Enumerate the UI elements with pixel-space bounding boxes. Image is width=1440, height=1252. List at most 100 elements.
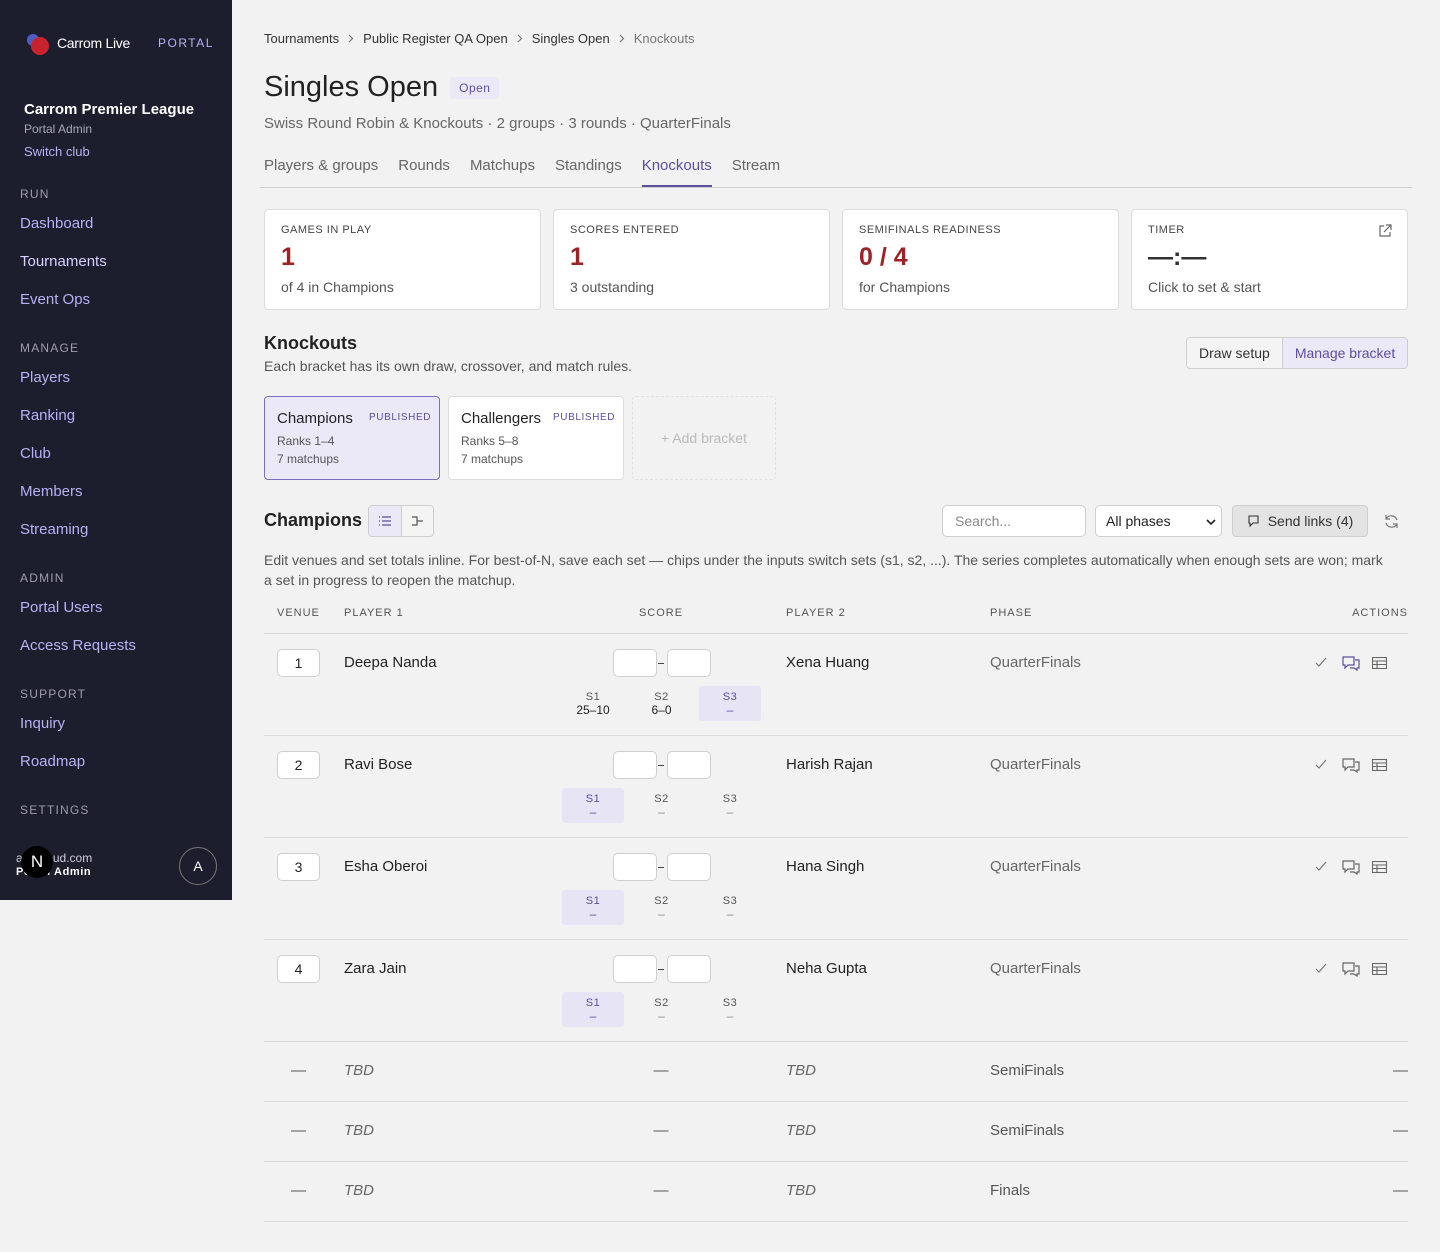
nav-item[interactable]: Ranking (20, 407, 76, 424)
add-bracket[interactable]: + Add bracket (632, 396, 776, 480)
table-icon[interactable] (1372, 759, 1387, 771)
switch-club[interactable]: Switch club (24, 144, 90, 159)
score: — (653, 1062, 669, 1079)
venue-input[interactable]: 2 (277, 751, 320, 779)
set-score: – (726, 804, 734, 819)
score-input[interactable] (667, 751, 711, 779)
player-2: TBD (786, 1182, 816, 1199)
score-input[interactable] (613, 955, 657, 983)
table-header: ACTIONS (1352, 607, 1408, 619)
sidebar: Carrom Live PORTAL Carrom Premier League Po… (0, 0, 232, 900)
tab[interactable]: Standings (554, 157, 622, 174)
nav-item[interactable]: Streaming (20, 521, 89, 538)
set-chip[interactable]: S3– (699, 890, 761, 925)
score-input[interactable] (667, 649, 711, 677)
phase-select[interactable]: All phases (1095, 505, 1222, 537)
nav-item[interactable]: Dashboard (20, 215, 94, 232)
set-score: – (726, 1008, 734, 1023)
tab[interactable]: Stream (731, 157, 781, 174)
actions: — (1393, 1062, 1408, 1079)
venue-input[interactable]: 4 (277, 955, 320, 983)
set-chip[interactable]: S1– (562, 890, 624, 925)
message-icon[interactable] (1342, 859, 1361, 876)
row-divider (264, 1041, 1408, 1042)
confirm-icon[interactable] (1315, 759, 1327, 770)
nav-item[interactable]: Players (20, 369, 71, 386)
breadcrumb-item[interactable]: Singles Open (531, 31, 610, 46)
set-chip[interactable]: S2– (631, 890, 693, 925)
main: Tournaments Public Register QA Open Single… (232, 0, 1440, 1252)
stat-card[interactable]: TIMER —:— Click to set & start (1131, 209, 1408, 310)
bracket-card[interactable]: Champions PUBLISHED Ranks 1–4 7 matchups (264, 396, 440, 480)
set-chip[interactable]: S3– (699, 992, 761, 1027)
message-icon[interactable] (1342, 961, 1361, 978)
bracket-card[interactable]: Challengers PUBLISHED Ranks 5–8 7 matchups (448, 396, 624, 480)
breadcrumb-separator (348, 34, 354, 43)
nav-item[interactable]: Portal Users (20, 599, 103, 616)
tab[interactable]: Players & groups (264, 157, 379, 174)
tab[interactable]: Rounds (398, 157, 450, 174)
nav-section-title: ADMIN (20, 571, 65, 585)
page-header: Singles Open Open (264, 71, 500, 104)
refresh-icon[interactable] (1384, 514, 1399, 529)
set-chip[interactable]: S1 25–10 (562, 686, 624, 721)
set-chip[interactable]: S2– (631, 992, 693, 1027)
toolbar-button[interactable]: Draw setup (1187, 338, 1282, 368)
confirm-icon[interactable] (1315, 657, 1327, 668)
score: — (653, 1122, 669, 1139)
portal-label: PORTAL (158, 36, 214, 50)
bracket-view-button[interactable] (401, 506, 433, 536)
avatar[interactable]: A (179, 847, 217, 885)
nav-item[interactable]: Members (20, 483, 83, 500)
set-score: 25–10 (576, 702, 610, 717)
set-label: S1 (585, 690, 601, 703)
bracket-view-title: Champions (264, 510, 363, 530)
table-icon[interactable] (1372, 963, 1387, 975)
breadcrumb-item[interactable]: Tournaments (264, 31, 340, 46)
row-divider (264, 939, 1408, 940)
stat-sub: 3 outstanding (570, 279, 655, 295)
nav-item[interactable]: Roadmap (20, 753, 86, 770)
set-chip[interactable]: S1– (562, 788, 624, 823)
bracket-name: Challengers (461, 410, 542, 427)
score-input[interactable] (613, 649, 657, 677)
set-label: S2 (654, 690, 669, 703)
venue-input[interactable]: 3 (277, 853, 320, 881)
message-icon[interactable] (1342, 655, 1361, 672)
nav-item[interactable]: Club (20, 445, 51, 462)
nav-item[interactable]: Event Ops (20, 291, 91, 308)
send-links-button[interactable]: Send links (4) (1232, 505, 1368, 537)
breadcrumb-item[interactable]: Public Register QA Open (363, 31, 508, 46)
venue-input[interactable]: 1 (277, 649, 320, 677)
score-input[interactable] (667, 853, 711, 881)
table-icon[interactable] (1372, 657, 1387, 669)
tab[interactable]: Knockouts (641, 157, 712, 187)
nav-item[interactable]: Inquiry (20, 715, 66, 732)
set-chip[interactable]: S2 6–0 (631, 686, 693, 721)
tab[interactable]: Matchups (469, 157, 535, 174)
toolbar-button[interactable]: Manage bracket (1281, 338, 1408, 368)
confirm-icon[interactable] (1315, 963, 1327, 974)
stat-sub: for Champions (859, 279, 951, 295)
list-view-button[interactable] (369, 506, 402, 536)
score-input[interactable] (667, 955, 711, 983)
set-chip[interactable]: S2– (631, 788, 693, 823)
score-separator (658, 765, 664, 766)
score-input[interactable] (613, 853, 657, 881)
nav-section-title: MANAGE (20, 341, 80, 355)
search-input[interactable]: Search... (942, 505, 1086, 537)
open-external-icon[interactable] (1378, 224, 1392, 238)
set-label: S1 (585, 894, 601, 907)
set-chip[interactable]: S3– (699, 788, 761, 823)
nav-item[interactable]: Access Requests (20, 637, 136, 654)
nav-section-title: SETTINGS (20, 803, 90, 817)
confirm-icon[interactable] (1315, 861, 1327, 872)
score-input[interactable] (613, 751, 657, 779)
table-icon[interactable] (1372, 861, 1387, 873)
message-icon[interactable] (1342, 757, 1361, 774)
stat-card: SCORES ENTERED 1 3 outstanding (553, 209, 830, 310)
set-chip[interactable]: S3– (699, 686, 761, 721)
nav-item[interactable]: Tournaments (20, 253, 107, 270)
set-chip[interactable]: S1– (562, 992, 624, 1027)
